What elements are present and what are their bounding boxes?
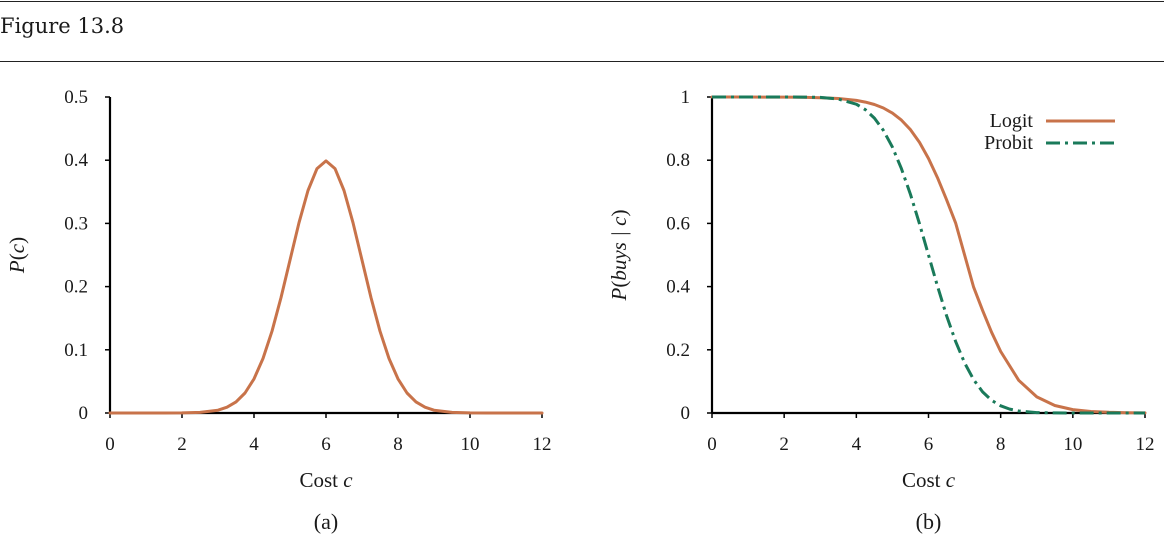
y-axis-label-part: P [607, 287, 631, 301]
x-tick-label: 6 [924, 434, 934, 455]
title-separator [0, 61, 1164, 62]
x-tick-label: 12 [533, 434, 552, 455]
y-tick-label: 0.8 [666, 150, 690, 171]
top-rule [0, 1, 1164, 2]
x-tick-label: 0 [105, 434, 115, 455]
y-axis-label-part: c [5, 243, 29, 253]
y-axis-label-part: buys | c [607, 216, 631, 281]
x-tick-label: 8 [996, 434, 1006, 455]
x-axis-label-text: Cost [299, 468, 343, 492]
y-axis-label: P(c) [5, 237, 29, 274]
legend-label-logit: Logit [990, 110, 1034, 132]
y-axis-label-part: P [5, 260, 29, 274]
series-line-probit [712, 95, 1145, 415]
y-axis-label-part: ) [5, 237, 29, 244]
x-tick-label: 10 [461, 434, 480, 455]
y-axis-label-part: ( [5, 253, 29, 260]
y-tick-label: 0.3 [64, 213, 88, 234]
y-tick-label: 0.2 [64, 277, 88, 298]
y-tick-label: 0.6 [666, 213, 690, 234]
y-tick-label: 1 [681, 87, 691, 108]
x-tick-label: 4 [249, 434, 259, 455]
x-tick-label: 8 [393, 434, 403, 455]
x-axis-label-text: Cost [902, 468, 946, 492]
y-tick-label: 0.4 [64, 150, 88, 171]
y-tick-label: 0.5 [64, 87, 88, 108]
y-tick-label: 0 [681, 403, 691, 424]
y-tick-label: 0.2 [666, 340, 690, 361]
x-tick-label: 2 [779, 434, 789, 455]
x-tick-label: 2 [177, 434, 187, 455]
x-axis-label-variable: c [946, 468, 956, 492]
x-axis-label: Cost c [299, 468, 353, 492]
y-tick-label: 0.4 [666, 277, 690, 298]
series-line-logit [710, 95, 1147, 415]
y-axis-label: P(buys | c) [607, 210, 631, 302]
y-axis-label-part: ) [607, 210, 631, 217]
panel-label: (b) [916, 509, 942, 534]
panel-label: (a) [314, 509, 338, 534]
x-tick-label: 4 [852, 434, 862, 455]
x-tick-label: 12 [1136, 434, 1155, 455]
figure-title: Figure 13.8 [0, 14, 125, 38]
legend-label-probit: Probit [984, 132, 1033, 154]
y-tick-label: 0 [79, 403, 89, 424]
series-line-density [108, 159, 544, 415]
y-axis-label-part: ( [607, 281, 631, 288]
x-tick-label: 0 [707, 434, 717, 455]
x-tick-label: 6 [321, 434, 331, 455]
x-tick-label: 10 [1063, 434, 1082, 455]
y-tick-label: 0.1 [64, 340, 88, 361]
x-axis-label: Cost c [902, 468, 956, 492]
x-axis-label-variable: c [343, 468, 353, 492]
